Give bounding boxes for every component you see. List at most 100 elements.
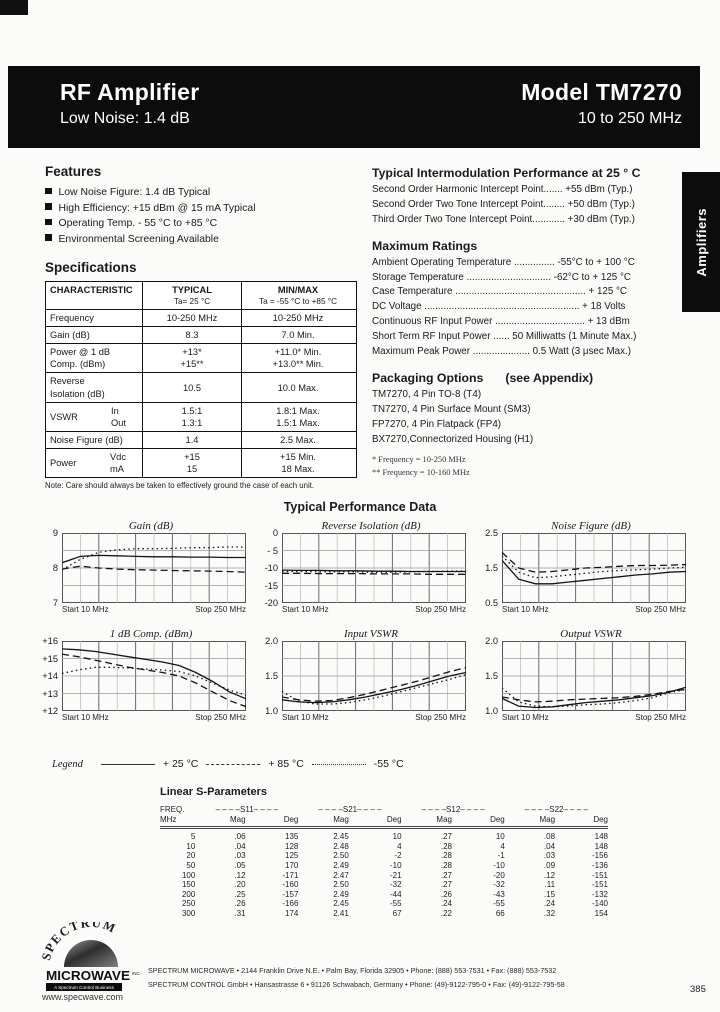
feature-item: Low Noise Figure: 1.4 dB Typical [45, 185, 367, 201]
plot-area [61, 641, 247, 711]
spec-typical-value: 1.5:1 1.3:1 [142, 402, 241, 431]
y-axis-labels: 2.5 1.5 0.5 [476, 528, 502, 608]
y-axis-labels: 9 8 7 [36, 528, 62, 608]
packaging-appendix-note: (see Appendix) [505, 370, 594, 385]
sparams-group-header: FREQ. – – – –S11– – – – – – – –S21– – – … [160, 805, 608, 815]
y-tick-label: -15 [264, 580, 278, 591]
frequency-footnote: ** Frequency = 10-160 MHz [372, 468, 470, 478]
intermod-section: Typical Intermodulation Performance at 2… [372, 166, 686, 228]
packaging-title: Packaging Options (see Appendix) [372, 370, 594, 385]
mag-header: Mag [401, 814, 464, 830]
x-axis-stop-label: Stop 250 MHz [415, 605, 466, 614]
s11-group-header: – – – –S11– – – – [215, 805, 279, 814]
y-tick-label: 8 [52, 563, 58, 573]
max-rating-line: Short Term RF Input Power ...... 50 Mill… [372, 331, 637, 343]
y-tick-label: 1.0 [265, 706, 278, 716]
y-axis-labels: 2.0 1.5 1.0 [256, 636, 282, 716]
y-tick-label: 1.0 [485, 706, 498, 716]
square-bullet-icon [45, 187, 52, 194]
frequency-footnotes: * Frequency = 10-250 MHz ** Frequency = 1… [372, 454, 686, 479]
y-tick-label: +14 [42, 671, 58, 681]
left-column: Features Low Noise Figure: 1.4 dB Typica… [45, 164, 367, 490]
legend-item-label: + 85 °C [268, 758, 304, 770]
mhz-header: MHz [160, 814, 196, 830]
y-tick-label: 9 [52, 528, 58, 538]
x-axis-start-label: Start 10 MHz [62, 713, 109, 722]
y-axis-labels: 0 - 5 -10 -15 -20 [256, 528, 282, 608]
spec-minmax-value: 10-250 MHz [241, 310, 354, 327]
spec-row-frequency: Frequency 10-250 MHz 10-250 MHz [46, 309, 356, 327]
amplifiers-section-tab: Amplifiers [682, 172, 720, 312]
mag-header: Mag [298, 814, 361, 830]
logo-banner-text: A Spectrum Control Business [54, 985, 114, 990]
sparams-row: 50.05 170 2.49 -10.28 -10.09 -136 [186, 860, 608, 870]
frequency-footnote: * Frequency = 10-250 MHz [372, 455, 466, 465]
spec-minmax-value: 1.8:1 Max. 1.5:1 Max. [241, 402, 354, 431]
page-number: 385 [690, 984, 706, 995]
logo-microwave-text: MICROWAVE [46, 968, 130, 983]
freq-header: FREQ. [160, 805, 185, 814]
spec-row-vswr: VSWR In Out 1.5:1 1.3:1 1.8:1 Max. 1.5:1 Ma… [46, 401, 356, 431]
spec-minmax-value: 10.0 Max. [241, 373, 354, 402]
feature-item: High Efficiency: +15 dBm @ 15 mA Typical [45, 201, 367, 217]
chart-reverse-isolation: Reverse Isolation (dB) 0 - 5 -10 -15 -20 Sta… [256, 520, 476, 614]
sparams-row: 300.31 174 2.41 67.22 66.32 154 [181, 908, 608, 918]
y-tick-label: 1.5 [485, 671, 498, 681]
spec-minmax-value: +15 Min. 18 Max. [241, 448, 354, 478]
max-ratings-title: Maximum Ratings [372, 238, 478, 253]
deg-header: Deg [567, 814, 608, 830]
spec-col-typical: TYPICAL [172, 285, 212, 296]
footer-address: SPECTRUM MICROWAVE • 2144 Franklin Drive… [148, 964, 693, 991]
spectrum-microwave-logo: SPECTRUM MICROWAVE INC. A Spectrum Contr… [39, 922, 141, 1002]
y-tick-label: 2.0 [485, 636, 498, 646]
y-tick-label: - 5 [267, 545, 278, 556]
max-rating-line: Continuous RF Input Power ..............… [372, 316, 630, 328]
chart-title: Reverse Isolation (dB) [321, 520, 421, 532]
legend-item-label: -55 °C [373, 758, 404, 770]
spec-label: Frequency [50, 313, 94, 324]
max-rating-line: Case Temperature .......................… [372, 286, 628, 298]
x-axis-start-label: Start 10 MHz [502, 713, 549, 722]
sparams-row: 250.26 -166 2.45 -55.24 -55.24 -140 [181, 899, 608, 909]
y-tick-label: 2.5 [485, 528, 498, 538]
right-column: Typical Intermodulation Performance at 2… [372, 166, 686, 491]
chart-1db-comp: 1 dB Comp. (dBm) +16 +15 +14 +13 +12 Start 1… [36, 628, 256, 722]
packaging-line: TM7270, 4 Pin TO-8 (T4) [372, 388, 482, 400]
max-rating-line: Maximum Peak Power .....................… [372, 346, 631, 358]
chart-title: Input VSWR [343, 628, 399, 640]
intermod-line: Second Order Harmonic Intercept Point...… [372, 184, 633, 195]
spec-label: VSWR In Out [50, 405, 126, 428]
packaging-line: FP7270, 4 Pin Flatpack (FP4) [372, 418, 502, 430]
spec-row-reverse-isolation: Reverse Isolation (dB) 10.5 10.0 Max. [46, 372, 356, 402]
s21-group-header: – – – –S21– – – – [318, 805, 382, 814]
spec-label: Noise Figure (dB) [50, 434, 123, 445]
spec-minmax-value: +11.0* Min. +13.0** Min. [241, 344, 354, 373]
chart-title: Noise Figure (dB) [551, 520, 631, 532]
sparams-row: 100.12 -171 2.47 -21.27 -20.12 -151 [181, 870, 608, 880]
spec-table: CHARACTERISTIC TYPICAL Ta= 25 °C MIN/MAX… [45, 281, 357, 479]
y-tick-label: 7 [52, 598, 58, 608]
spec-label: Reverse Isolation (dB) [50, 376, 105, 399]
x-axis-stop-label: Stop 250 MHz [635, 713, 686, 722]
y-tick-label: +15 [42, 653, 58, 664]
chart-input-vswr: Input VSWR 2.0 1.5 1.0 Start 10 MHz Stop 25… [256, 628, 476, 722]
spec-row-power-1db: Power @ 1 dB Comp. (dBm) +13* +15** +11.0*… [46, 343, 356, 373]
max-rating-line: Ambient Operating Temperature ..........… [372, 256, 635, 268]
performance-data-title: Typical Performance Data [283, 500, 437, 514]
plot-area [61, 533, 247, 603]
sparams-row: 200.25 -157 2.49 -44.26 -43.15 -132 [181, 889, 608, 899]
y-tick-label: +13 [42, 688, 58, 699]
logo-disc [64, 940, 118, 967]
chart-output-vswr: Output VSWR 2.0 1.5 1.0 Start 10 MHz Stop 2… [476, 628, 696, 722]
feature-item: Environmental Screening Available [45, 232, 367, 248]
mag-header: Mag [195, 814, 258, 830]
square-bullet-icon [45, 234, 52, 241]
y-tick-label: -20 [264, 598, 278, 608]
legend-label: Legend [52, 758, 83, 770]
spec-col-minmax: MIN/MAX [277, 285, 319, 296]
deg-header: Deg [360, 814, 402, 830]
deg-header: Deg [257, 814, 299, 830]
chart-grid: Gain (dB) 9 8 7 Start 10 MHz Stop 250 MHz R… [36, 520, 696, 736]
sparams-table: FREQ. – – – –S11– – – – – – – –S21– – – … [160, 805, 608, 919]
website-url: www.specwave.com [41, 992, 123, 1002]
